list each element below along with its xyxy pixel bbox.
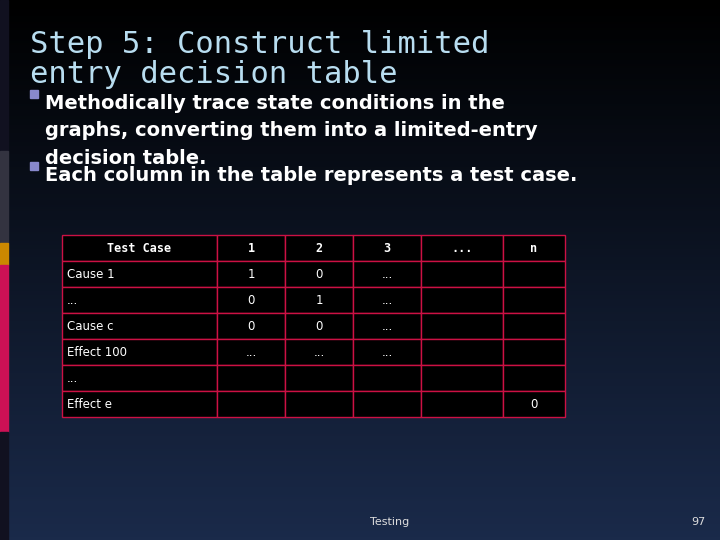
Text: n: n: [531, 241, 538, 254]
Text: 2: 2: [315, 241, 323, 254]
Bar: [62, 339, 217, 365]
Text: 0: 0: [247, 320, 255, 333]
Text: ...: ...: [246, 346, 256, 359]
Text: 97: 97: [690, 517, 705, 527]
Text: 3: 3: [384, 241, 390, 254]
Bar: [0, 243, 8, 265]
Text: ...: ...: [313, 346, 325, 359]
Bar: [285, 235, 353, 261]
Bar: [503, 235, 565, 261]
Bar: [353, 365, 421, 391]
Bar: [0, 265, 8, 432]
Bar: [503, 313, 565, 339]
Text: Effect 100: Effect 100: [67, 346, 127, 359]
Text: Cause 1: Cause 1: [67, 267, 114, 280]
Text: ...: ...: [67, 294, 78, 307]
Bar: [421, 339, 503, 365]
Bar: [217, 313, 285, 339]
Text: Cause c: Cause c: [67, 320, 114, 333]
Bar: [503, 261, 565, 287]
Bar: [30, 90, 38, 98]
Bar: [353, 235, 421, 261]
Bar: [353, 287, 421, 313]
Text: 0: 0: [315, 320, 323, 333]
Bar: [62, 235, 217, 261]
Bar: [353, 261, 421, 287]
Bar: [62, 313, 217, 339]
Bar: [503, 391, 565, 417]
Bar: [217, 339, 285, 365]
Bar: [421, 235, 503, 261]
Text: ...: ...: [382, 346, 392, 359]
Bar: [217, 235, 285, 261]
Text: Effect e: Effect e: [67, 397, 112, 410]
Bar: [285, 339, 353, 365]
Bar: [353, 339, 421, 365]
Bar: [62, 365, 217, 391]
Bar: [217, 391, 285, 417]
Text: Testing: Testing: [370, 517, 410, 527]
Text: Methodically trace state conditions in the
graphs, converting them into a limite: Methodically trace state conditions in t…: [45, 94, 538, 167]
Text: ...: ...: [451, 241, 473, 254]
Text: 0: 0: [247, 294, 255, 307]
Text: Step 5: Construct limited: Step 5: Construct limited: [30, 30, 490, 59]
Bar: [62, 391, 217, 417]
Bar: [62, 261, 217, 287]
Bar: [285, 287, 353, 313]
Bar: [285, 391, 353, 417]
Bar: [503, 339, 565, 365]
Bar: [421, 391, 503, 417]
Bar: [421, 313, 503, 339]
Text: 1: 1: [247, 267, 255, 280]
Text: Test Case: Test Case: [107, 241, 171, 254]
Bar: [503, 365, 565, 391]
Text: ...: ...: [382, 294, 392, 307]
Bar: [285, 261, 353, 287]
Bar: [285, 313, 353, 339]
Text: 0: 0: [315, 267, 323, 280]
Bar: [62, 287, 217, 313]
Text: 0: 0: [531, 397, 538, 410]
Bar: [0, 432, 8, 540]
Bar: [353, 313, 421, 339]
Bar: [0, 0, 8, 151]
Text: Each column in the table represents a test case.: Each column in the table represents a te…: [45, 166, 577, 185]
Bar: [0, 151, 8, 243]
Text: ...: ...: [382, 320, 392, 333]
Text: entry decision table: entry decision table: [30, 60, 397, 89]
Bar: [30, 162, 38, 170]
Bar: [217, 287, 285, 313]
Bar: [353, 391, 421, 417]
Bar: [421, 365, 503, 391]
Text: ...: ...: [382, 267, 392, 280]
Bar: [421, 287, 503, 313]
Text: 1: 1: [315, 294, 323, 307]
Bar: [217, 365, 285, 391]
Bar: [217, 261, 285, 287]
Bar: [285, 365, 353, 391]
Text: 1: 1: [248, 241, 255, 254]
Bar: [421, 261, 503, 287]
Bar: [503, 287, 565, 313]
Text: ...: ...: [67, 372, 78, 384]
